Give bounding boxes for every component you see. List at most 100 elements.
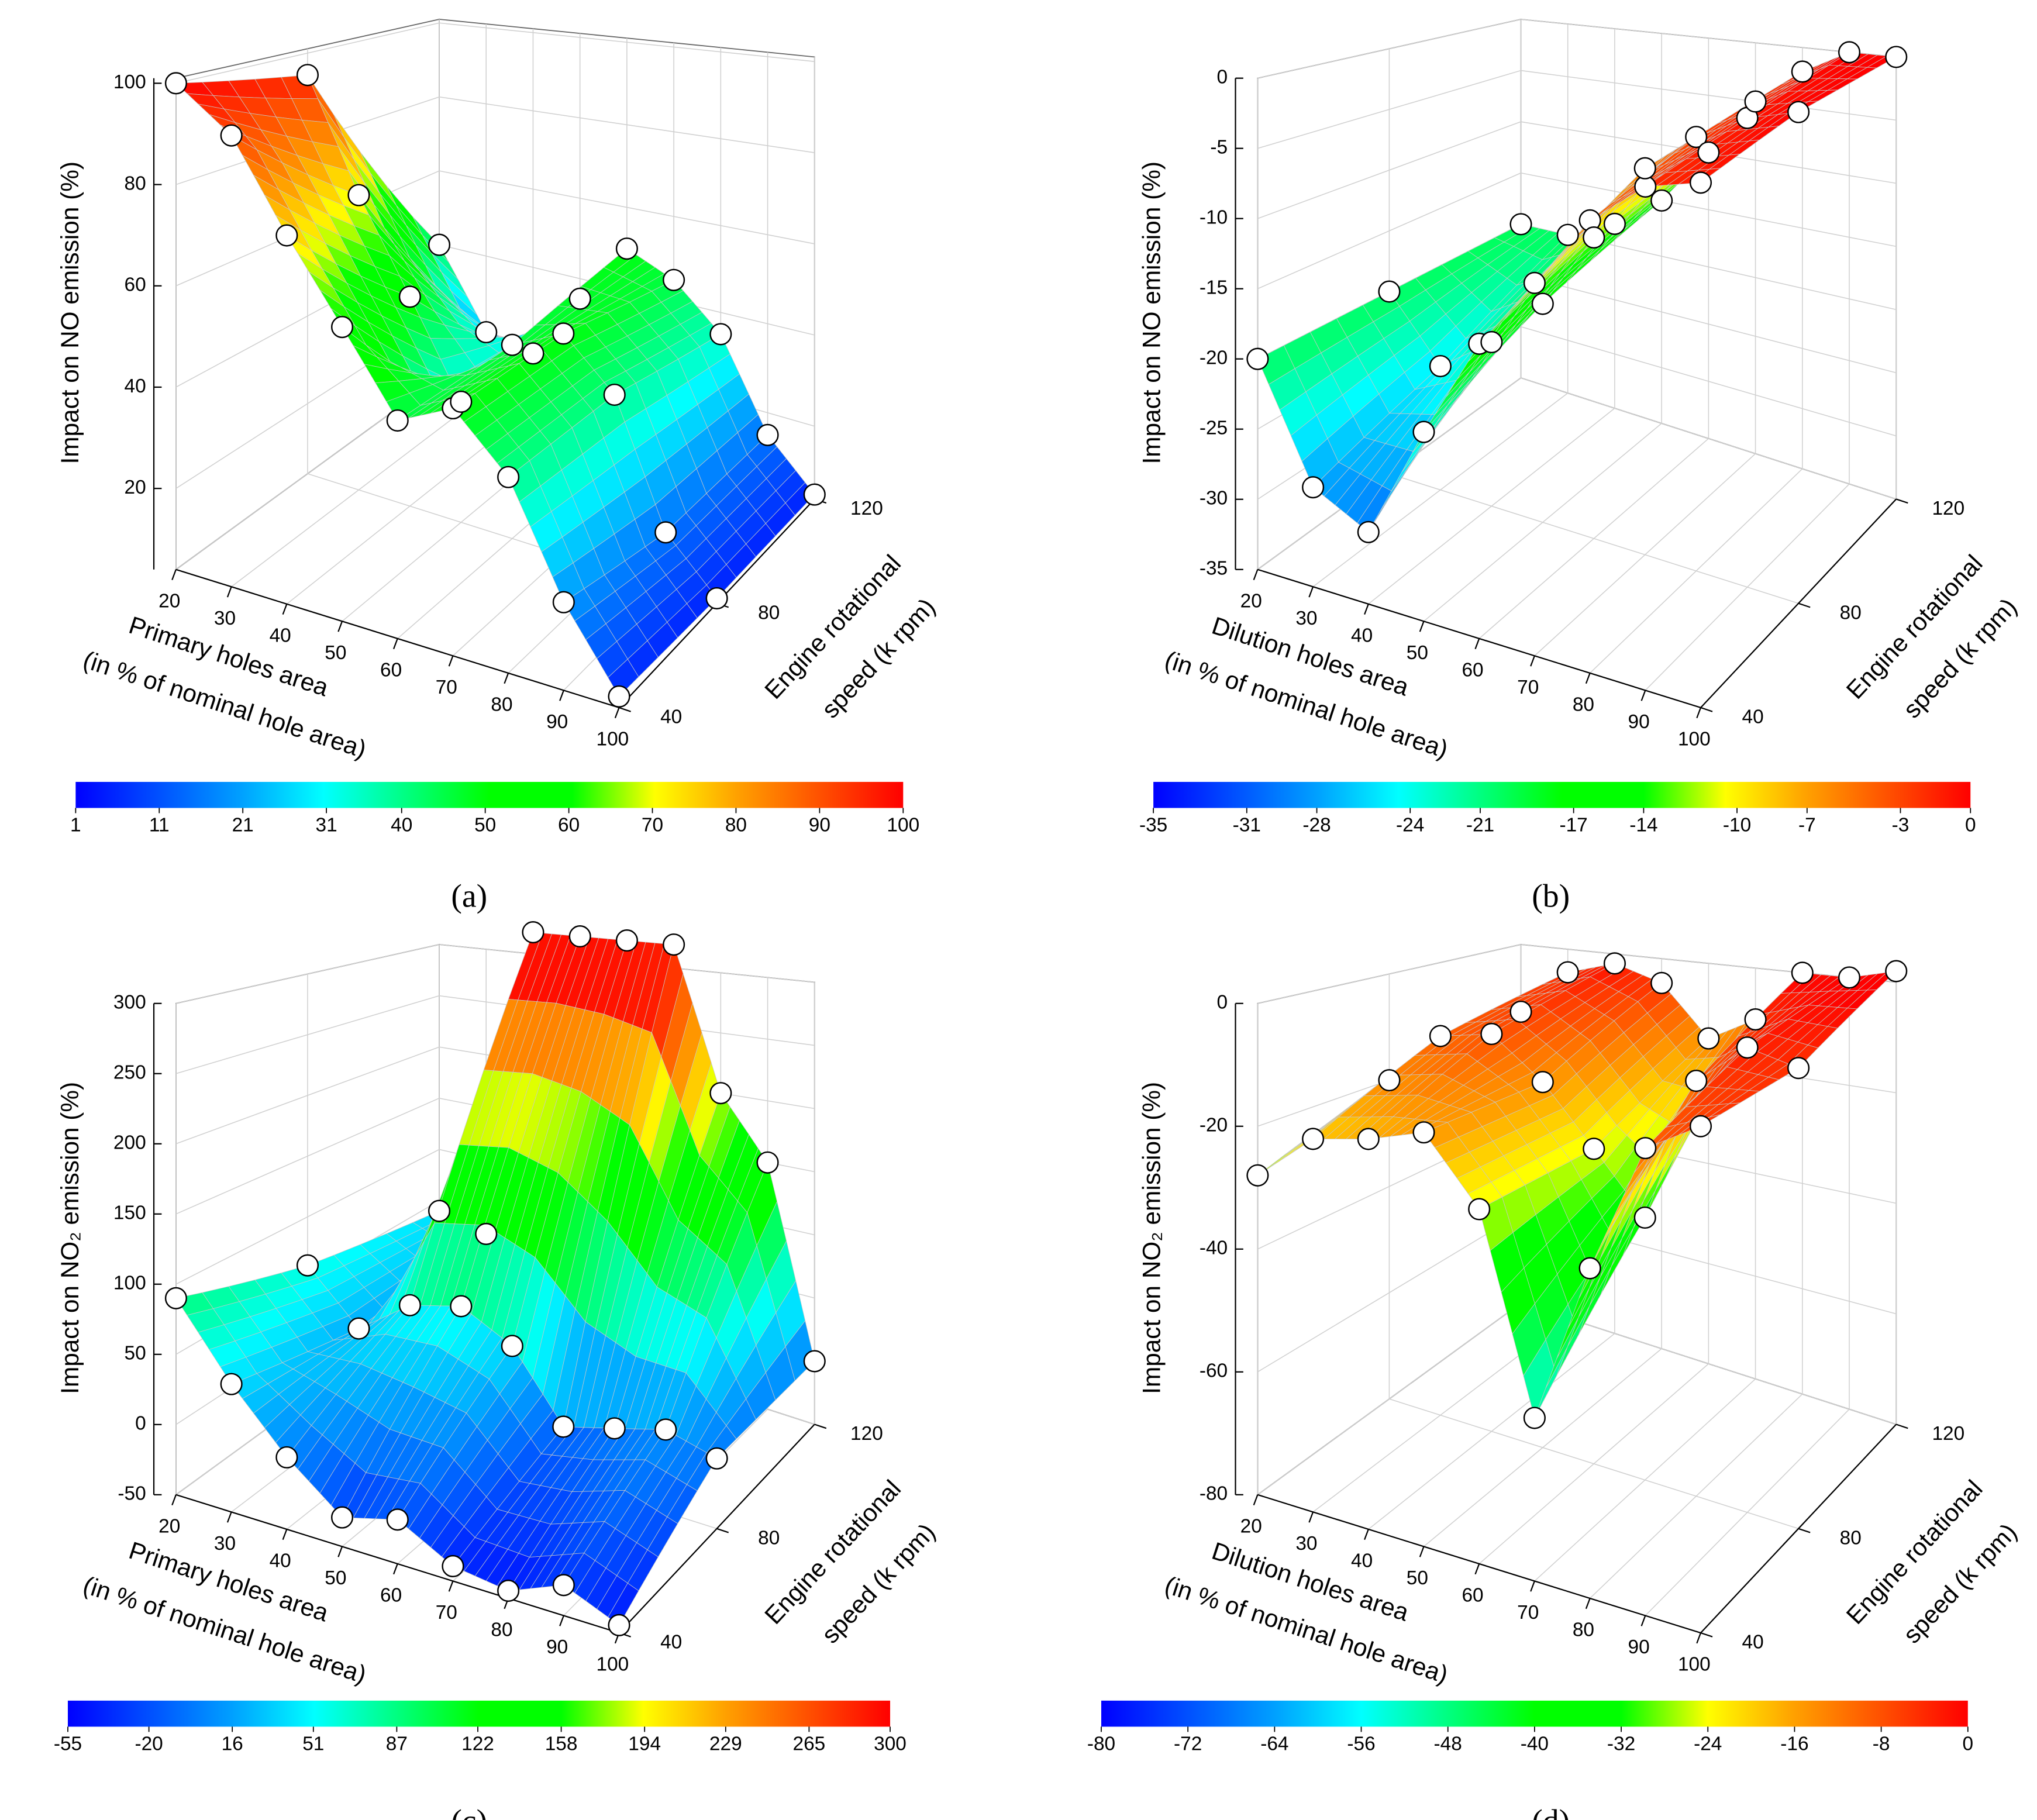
x-tick-label: 100 — [597, 728, 629, 750]
x-tick — [337, 621, 343, 632]
x-tick — [171, 569, 177, 580]
colorbar-tick-label: -64 — [1260, 1733, 1288, 1754]
data-point — [1509, 1000, 1532, 1023]
x-tick-label: 30 — [1295, 1533, 1317, 1554]
grid-line — [1389, 473, 1799, 604]
data-point — [497, 466, 520, 488]
grid-line — [1389, 1398, 1799, 1529]
data-point — [1412, 1121, 1435, 1144]
data-point — [1885, 960, 1908, 983]
data-point — [428, 233, 451, 256]
y-tick — [1798, 1528, 1811, 1533]
data-point — [1689, 171, 1712, 194]
data-point — [1429, 1025, 1452, 1047]
colorbar-tick-label: 90 — [809, 815, 830, 836]
z-tick-label: -5 — [1210, 137, 1228, 158]
x-tick — [1530, 655, 1535, 667]
colorbar-tick-label: 1 — [70, 815, 81, 836]
x-tick — [1585, 673, 1591, 684]
x-tick — [448, 1581, 454, 1592]
grid-line — [439, 96, 815, 153]
z-tick-label: 0 — [1217, 992, 1228, 1014]
y-axis-title: Engine rotational — [759, 550, 906, 704]
z-tick-label: 200 — [113, 1132, 146, 1154]
colorbar-tick-label: -20 — [135, 1733, 163, 1754]
grid-line — [175, 22, 440, 84]
x-tick-label: 60 — [380, 1584, 402, 1606]
colorbar — [1153, 781, 1971, 808]
data-point — [568, 287, 591, 310]
data-point — [220, 124, 243, 147]
x-tick — [504, 673, 509, 684]
colorbar — [67, 1700, 891, 1727]
colorbar-tick-label: -55 — [54, 1733, 82, 1754]
colorbar-tick-label: 60 — [558, 815, 580, 836]
y-tick-label: 120 — [1932, 498, 1964, 519]
x-tick-label: 20 — [1240, 590, 1262, 612]
z-tick-label: 60 — [125, 274, 146, 296]
x-tick — [1308, 586, 1314, 598]
colorbar-tick-label: -8 — [1873, 1733, 1890, 1754]
x-tick-label: 40 — [270, 625, 291, 646]
data-point — [1697, 141, 1720, 164]
data-point — [1650, 189, 1673, 212]
z-tick-label: 20 — [125, 477, 146, 498]
colorbar-tick-label: -10 — [1723, 815, 1751, 836]
data-point — [347, 184, 370, 206]
data-point — [709, 1082, 732, 1105]
data-point — [709, 323, 732, 346]
colorbar-tick-label: -56 — [1347, 1733, 1375, 1754]
colorbar-tick-label: 80 — [725, 815, 747, 836]
x-tick-label: 40 — [1351, 1550, 1373, 1571]
colorbar-tick-label: 87 — [386, 1733, 408, 1754]
colorbar-tick-label: -21 — [1466, 815, 1494, 836]
data-point — [1509, 213, 1532, 236]
z-tick-label: -10 — [1200, 207, 1228, 229]
data-point — [1633, 1206, 1656, 1229]
data-point — [1378, 1069, 1401, 1092]
panel-caption: (a) — [451, 878, 487, 914]
data-point — [1246, 347, 1269, 370]
x-tick — [1640, 1615, 1646, 1626]
colorbar-tick-label: 100 — [887, 815, 919, 836]
x-tick-label: 20 — [158, 590, 180, 612]
grid-line — [1521, 377, 1897, 500]
x-tick-label: 100 — [1678, 728, 1711, 750]
colorbar-tick-label: -40 — [1521, 1733, 1549, 1754]
x-tick — [1696, 1632, 1702, 1644]
data-point — [705, 1447, 728, 1470]
colorbar-tick-label: -24 — [1396, 815, 1424, 836]
colorbar — [75, 781, 904, 808]
x-tick-label: 80 — [1573, 1619, 1594, 1641]
data-point — [1838, 966, 1861, 989]
colorbar-tick-label: 0 — [1962, 1733, 1973, 1754]
data-point — [501, 1335, 523, 1357]
data-point — [475, 320, 498, 344]
z-tick-label: 40 — [125, 375, 146, 397]
x-tick-label: 60 — [1462, 1584, 1483, 1606]
colorbar-tick-label: 194 — [628, 1733, 661, 1754]
x-tick — [226, 586, 232, 598]
x-tick-label: 70 — [436, 677, 457, 698]
grid-line — [1257, 70, 1521, 149]
y-tick-label: 80 — [1840, 602, 1862, 623]
data-point — [1634, 1137, 1657, 1160]
colorbar-tick-label: -7 — [1798, 815, 1816, 836]
x-tick — [1364, 1529, 1369, 1540]
data-point — [1412, 420, 1435, 443]
data-point — [1523, 271, 1546, 294]
z-tick-label: 100 — [113, 71, 146, 93]
data-point — [275, 224, 298, 247]
colorbar-tick-label: -16 — [1780, 1733, 1808, 1754]
x-tick — [282, 604, 288, 615]
grid-line — [1521, 19, 1897, 58]
data-point — [386, 1508, 409, 1531]
data-point — [1787, 1057, 1810, 1080]
y-tick-label: 80 — [758, 1527, 780, 1549]
data-point — [603, 383, 626, 406]
colorbar-tick-label: 300 — [874, 1733, 907, 1754]
data-point — [450, 390, 473, 413]
data-point — [1578, 1257, 1601, 1280]
data-point — [164, 72, 187, 95]
